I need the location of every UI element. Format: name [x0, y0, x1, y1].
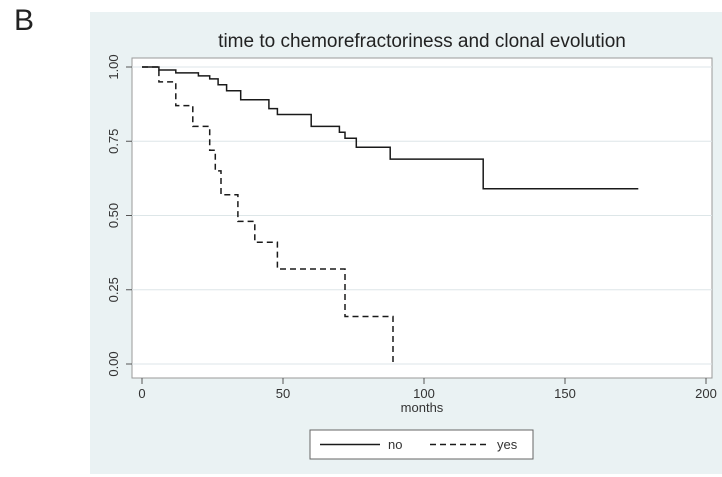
plot-area	[131, 57, 713, 379]
y-tick-label: 0.75	[106, 129, 121, 154]
y-tick-label: 0.50	[106, 203, 121, 228]
panel-label: B	[14, 4, 35, 37]
x-tick-label: 150	[554, 386, 576, 401]
x-tick-label: 50	[276, 386, 290, 401]
axes: 0.00 0.25 0.50 0.75 1.00 0 50 100 150 200	[106, 54, 717, 401]
legend: no yes	[309, 429, 534, 460]
y-tick-label: 0.00	[106, 351, 121, 376]
x-tick-label: 200	[695, 386, 717, 401]
legend-label-yes: yes	[497, 437, 518, 452]
y-tick-label: 0.25	[106, 277, 121, 302]
grid-lines	[132, 66, 712, 365]
series-layer	[142, 66, 639, 364]
chart-title: time to chemorefractoriness and clonal e…	[218, 31, 626, 52]
series-line-no	[142, 66, 639, 190]
legend-label-no: no	[388, 437, 402, 452]
x-tick-label: 100	[413, 386, 435, 401]
series-line-yes	[142, 66, 394, 364]
y-tick-label: 1.00	[106, 54, 121, 79]
x-axis-title: months	[401, 400, 444, 415]
x-tick-label: 0	[138, 386, 145, 401]
